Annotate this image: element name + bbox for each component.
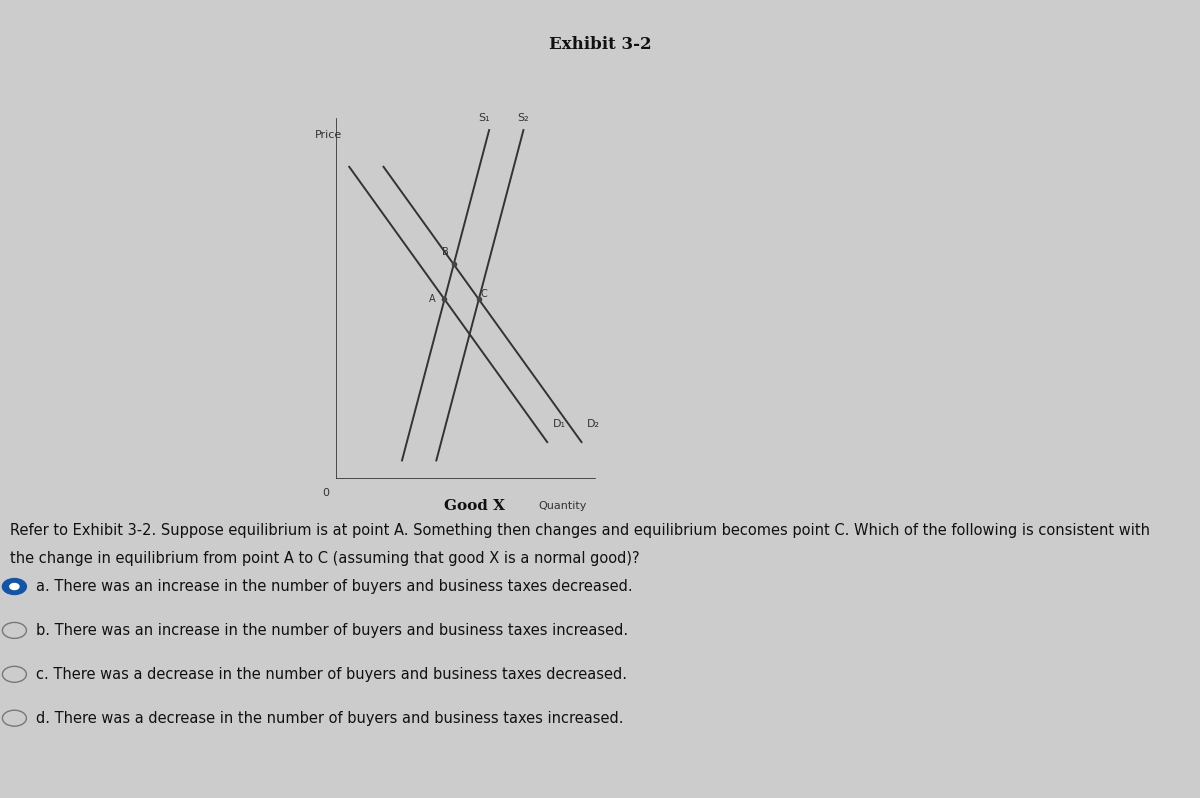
Text: A: A: [430, 294, 436, 304]
Text: D₂: D₂: [587, 419, 600, 429]
Text: S₂: S₂: [517, 113, 529, 123]
Text: the change in equilibrium from point A to C (assuming that good X is a normal go: the change in equilibrium from point A t…: [10, 551, 640, 566]
Text: D₁: D₁: [552, 419, 565, 429]
Text: Quantity: Quantity: [539, 501, 587, 511]
Text: b. There was an increase in the number of buyers and business taxes increased.: b. There was an increase in the number o…: [36, 623, 628, 638]
Text: C: C: [481, 289, 487, 298]
Text: S₁: S₁: [478, 113, 490, 123]
Text: Exhibit 3-2: Exhibit 3-2: [548, 36, 652, 53]
Text: c. There was a decrease in the number of buyers and business taxes decreased.: c. There was a decrease in the number of…: [36, 667, 628, 681]
Text: B: B: [443, 247, 449, 256]
Text: Good X: Good X: [444, 499, 504, 513]
Text: Price: Price: [314, 130, 342, 140]
Text: Refer to Exhibit 3-2. Suppose equilibrium is at point A. Something then changes : Refer to Exhibit 3-2. Suppose equilibriu…: [10, 523, 1150, 538]
Text: a. There was an increase in the number of buyers and business taxes decreased.: a. There was an increase in the number o…: [36, 579, 632, 594]
Text: d. There was a decrease in the number of buyers and business taxes increased.: d. There was a decrease in the number of…: [36, 711, 624, 725]
Text: 0: 0: [322, 488, 329, 499]
